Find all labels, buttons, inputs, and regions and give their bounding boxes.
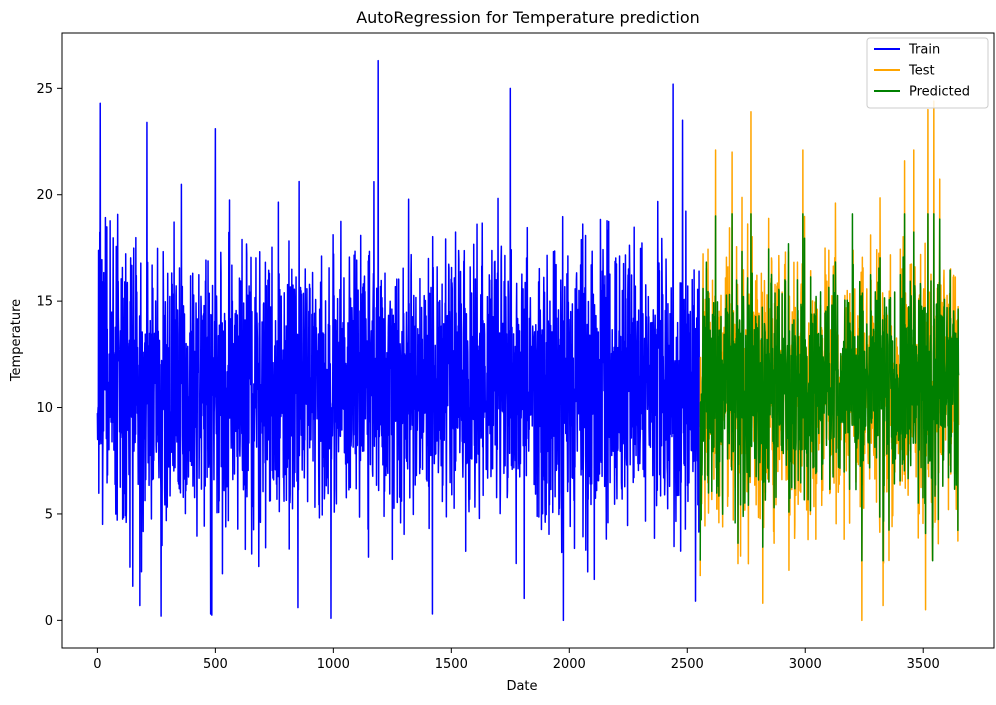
series-line-train (96, 59, 701, 622)
x-tick-label: 0 (93, 657, 101, 672)
axes-frame (61, 32, 995, 649)
y-axis-label: Temperature (9, 299, 24, 382)
x-axis: 0 500 1000 1500 2000 2500 3000 3500 (93, 648, 940, 672)
y-tick-label: 5 (45, 507, 53, 522)
x-tick-label: 1000 (317, 657, 350, 672)
y-axis: 0 5 10 15 20 25 (36, 82, 62, 629)
plot-area (96, 59, 960, 622)
chart-title: AutoRegression for Temperature predictio… (356, 8, 700, 27)
legend: Train Test Predicted (866, 37, 989, 109)
x-tick-label: 2000 (553, 657, 586, 672)
series-line-predicted (699, 213, 960, 562)
x-tick-label: 500 (203, 657, 228, 672)
legend-label-train: Train (908, 43, 940, 58)
y-tick-label: 20 (36, 188, 53, 203)
x-tick-label: 2500 (671, 657, 704, 672)
legend-label-test: Test (908, 64, 935, 79)
x-axis-label: Date (506, 679, 537, 694)
x-tick-label: 1500 (435, 657, 468, 672)
legend-label-predicted: Predicted (909, 85, 970, 100)
x-tick-label: 3000 (789, 657, 822, 672)
y-tick-label: 10 (36, 401, 53, 416)
y-tick-label: 25 (36, 82, 53, 97)
y-tick-label: 15 (36, 295, 53, 310)
x-tick-label: 3500 (907, 657, 940, 672)
y-tick-label: 0 (45, 614, 53, 629)
